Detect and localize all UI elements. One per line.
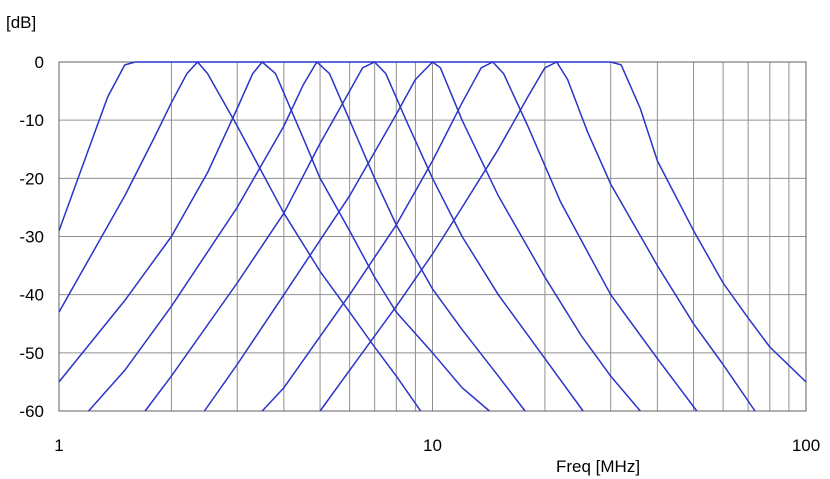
series-line-3 (58, 61, 490, 412)
y-tick-label: -40 (19, 286, 44, 305)
y-tick-label: -10 (19, 111, 44, 130)
grid (59, 62, 806, 411)
y-tick-labels: 0 -10 -20 -30 -40 -50 -60 (19, 53, 44, 421)
y-tick-label: -60 (19, 402, 44, 421)
y-tick-label: -50 (19, 344, 44, 363)
series-line-1 (58, 61, 807, 383)
x-tick-label: 10 (423, 436, 442, 455)
series-line-2 (58, 61, 422, 412)
x-axis-title: Freq [MHz] (556, 457, 640, 476)
y-axis-title: [dB] (6, 13, 36, 32)
series-line-7 (261, 61, 698, 412)
series-group (58, 61, 807, 412)
series-line-5 (144, 61, 584, 412)
series-line-8 (319, 61, 756, 412)
x-tick-label: 1 (54, 436, 63, 455)
y-tick-label: 0 (35, 53, 44, 72)
y-tick-label: -30 (19, 228, 44, 247)
y-tick-label: -20 (19, 169, 44, 188)
series-line-4 (88, 61, 526, 412)
x-tick-labels: 1 10 100 (54, 436, 820, 455)
x-tick-label: 100 (792, 436, 820, 455)
series-line-6 (203, 61, 641, 412)
